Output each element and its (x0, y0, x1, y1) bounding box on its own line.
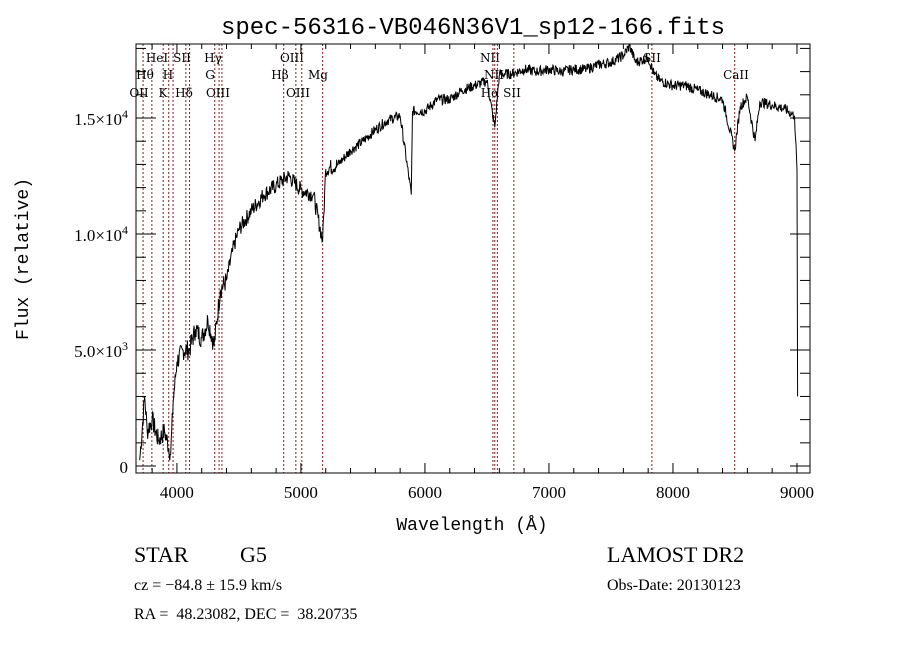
line-label: K (159, 86, 169, 100)
line-label: SII (173, 51, 191, 65)
y-tick-label: 1.5×104 (74, 107, 128, 129)
obs-date: Obs-Date: 20130123 (607, 577, 741, 594)
line-label: CaII (723, 68, 749, 82)
coordinates-info: RA = 48.23082, DEC = 38.20735 (134, 606, 357, 623)
line-label: SII (503, 86, 521, 100)
y-tick-label: 1.0×104 (74, 223, 128, 245)
redshift-info: cz = −84.8 ± 15.9 km/s (134, 577, 282, 594)
line-label: H (163, 68, 173, 82)
x-tick-label: 7000 (532, 483, 566, 502)
line-label: OIII (206, 86, 230, 100)
line-label: Mg (308, 68, 328, 82)
x-tick-label: 9000 (780, 483, 814, 502)
spectrum-series-line (139, 43, 799, 461)
x-tick-label: 6000 (408, 483, 442, 502)
line-label: OIII (280, 51, 304, 65)
x-tick-label: 5000 (284, 483, 318, 502)
line-label: OII (129, 86, 149, 100)
object-subclass: G5 (240, 542, 267, 567)
line-label: Hα (481, 86, 500, 100)
line-label: Hδ (175, 86, 193, 100)
survey-label: LAMOST DR2 (607, 542, 744, 567)
line-label: Hγ (204, 51, 222, 65)
x-tick-label: 4000 (160, 483, 194, 502)
line-label: G (205, 68, 215, 82)
x-axis-label: Wavelength (Å) (396, 515, 547, 536)
line-label: Hθ (136, 68, 154, 82)
y-axis-label: Flux (relative) (14, 178, 34, 340)
line-label: OIII (286, 86, 310, 100)
chart-title: spec-56316-VB046N36V1_sp12-166.fits (221, 15, 725, 42)
y-tick-label: 0 (120, 458, 129, 477)
object-class: STAR (134, 542, 189, 567)
line-label: HeI (146, 51, 169, 65)
y-tick-label: 5.0×103 (74, 339, 128, 361)
line-label: Hβ (271, 68, 288, 82)
x-tick-label: 8000 (656, 483, 690, 502)
plot-frame (135, 43, 811, 474)
